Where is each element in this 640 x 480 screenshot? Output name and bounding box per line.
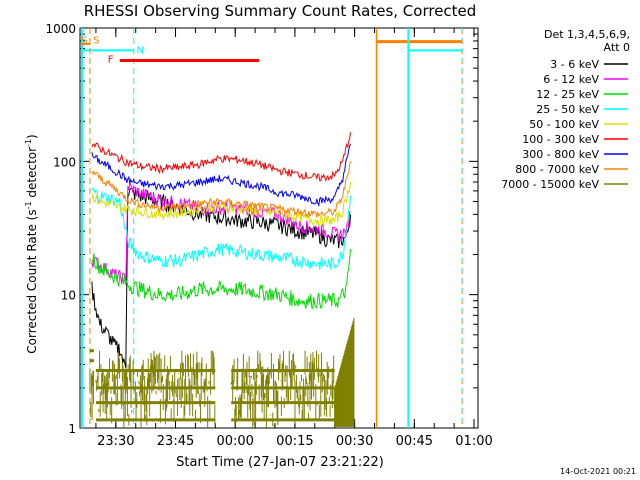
y-axis-label-end: ) xyxy=(25,134,39,139)
legend-header-line2: Att 0 xyxy=(604,41,630,54)
series-line xyxy=(91,132,352,183)
y-axis-label-mid: detector xyxy=(25,147,39,202)
y-axis-label: Corrected Count Rate (s-1 detector-1) xyxy=(24,134,39,353)
saa-label: S xyxy=(93,35,99,46)
y-axis-label-sup1: -1 xyxy=(24,201,33,209)
legend-entry-label: 3 - 6 keV xyxy=(550,58,599,71)
legend-entry-label: 100 - 300 keV xyxy=(522,133,599,146)
x-tick-label: 23:30 xyxy=(97,434,134,449)
x-tick-label: 00:45 xyxy=(396,434,433,449)
x-tick-label: 23:45 xyxy=(157,434,194,449)
series-line xyxy=(91,248,352,310)
series-line xyxy=(91,187,352,368)
y-tick-label: 1 xyxy=(68,422,76,436)
series-line xyxy=(91,182,351,285)
y-axis-label-sup2: -1 xyxy=(24,139,33,147)
y-tick-label: 100 xyxy=(53,155,76,169)
y-tick-label: 1000 xyxy=(45,22,76,36)
series-line xyxy=(91,161,352,218)
legend-entry-label: 50 - 100 keV xyxy=(529,118,599,131)
legend-entry-label: 800 - 7000 keV xyxy=(515,163,599,176)
series-line xyxy=(91,143,352,208)
x-tick-label: 01:00 xyxy=(455,434,492,449)
legend-entry-label: 7000 - 15000 keV xyxy=(501,178,599,191)
night-label: N xyxy=(137,45,144,56)
x-axis-label: Start Time (27-Jan-07 23:21:22) xyxy=(176,455,384,470)
plot-layer: 1 10 100 1000 23:30 23:45 00:00 00:15 00:30 00:45… xyxy=(45,22,492,449)
x-tick-label: 00:15 xyxy=(276,434,313,449)
y-tick-label: 10 xyxy=(61,289,76,303)
legend-entry-label: 25 - 50 keV xyxy=(536,103,599,116)
x-tick-label: 00:00 xyxy=(216,434,253,449)
legend-entry-label: 6 - 12 keV xyxy=(543,73,599,86)
footer-timestamp: 14-Oct-2021 00:21 xyxy=(560,467,636,476)
chart-title: RHESSI Observing Summary Count Rates, Co… xyxy=(84,2,477,20)
saa-label-left: S xyxy=(81,35,87,46)
legend: 3 - 6 keV 6 - 12 keV 12 - 25 keV 25 - 50 ke… xyxy=(501,58,628,191)
plot-frame xyxy=(79,27,479,429)
legend-header-line1: Det 1,3,4,5,6,9, xyxy=(544,28,630,41)
legend-entry-label: 12 - 25 keV xyxy=(536,88,599,101)
x-tick-label: 00:30 xyxy=(336,434,373,449)
series-line xyxy=(91,186,352,270)
legend-entry-label: 300 - 800 keV xyxy=(522,148,599,161)
y-axis-label-main: Corrected Count Rate (s xyxy=(25,209,39,353)
flare-flag-label: F xyxy=(108,55,114,66)
